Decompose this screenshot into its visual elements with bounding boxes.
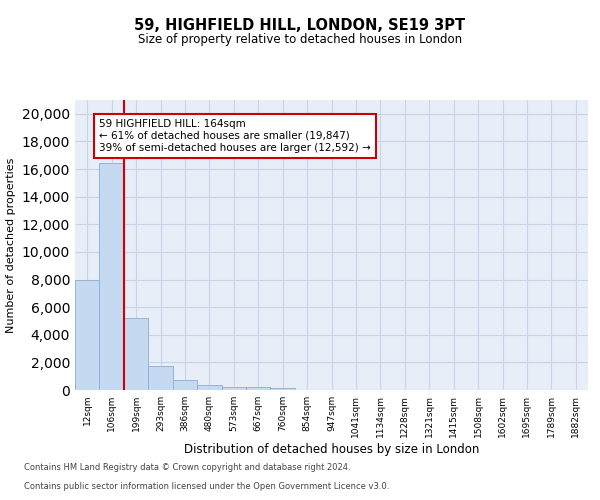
Bar: [221, 386, 246, 390]
X-axis label: Distribution of detached houses by size in London: Distribution of detached houses by size …: [184, 442, 479, 456]
Text: Contains HM Land Registry data © Crown copyright and database right 2024.: Contains HM Land Registry data © Crown c…: [24, 464, 350, 472]
Text: Size of property relative to detached houses in London: Size of property relative to detached ho…: [138, 32, 462, 46]
Text: 59, HIGHFIELD HILL, LONDON, SE19 3PT: 59, HIGHFIELD HILL, LONDON, SE19 3PT: [134, 18, 466, 32]
Bar: [100, 163, 124, 390]
Text: Contains public sector information licensed under the Open Government Licence v3: Contains public sector information licen…: [24, 482, 389, 491]
Bar: [271, 388, 295, 390]
Y-axis label: Number of detached properties: Number of detached properties: [6, 158, 16, 332]
Bar: [75, 280, 100, 390]
Text: 59 HIGHFIELD HILL: 164sqm
← 61% of detached houses are smaller (19,847)
39% of s: 59 HIGHFIELD HILL: 164sqm ← 61% of detac…: [99, 120, 371, 152]
Bar: [246, 387, 271, 390]
Bar: [197, 385, 221, 390]
Bar: [173, 380, 197, 390]
Bar: [148, 366, 173, 390]
Bar: [124, 318, 148, 390]
